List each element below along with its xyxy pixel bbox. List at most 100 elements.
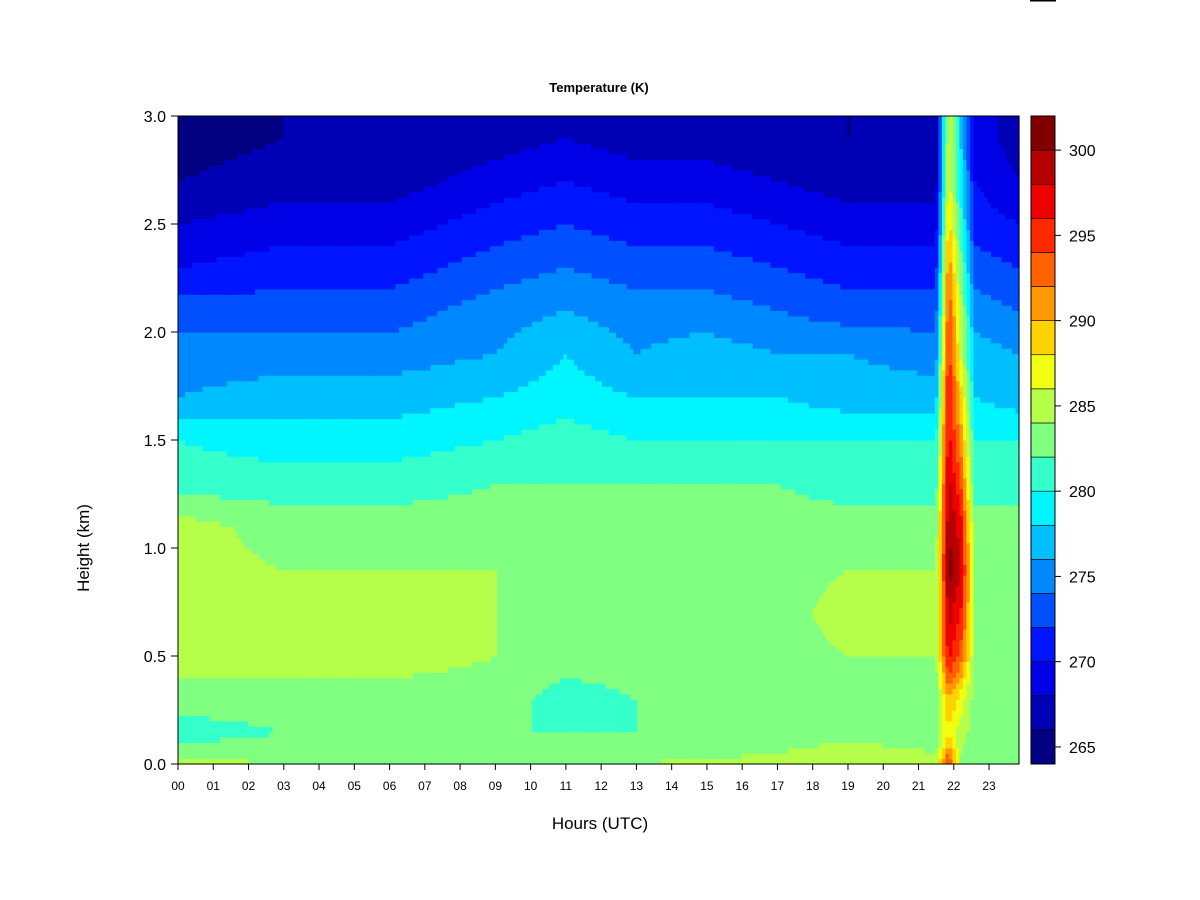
heatmap-cell: [192, 235, 196, 241]
heatmap-cell: [245, 478, 249, 484]
heatmap-cell: [196, 321, 200, 327]
heatmap-cell: [273, 202, 277, 208]
heatmap-cell: [213, 418, 217, 424]
heatmap-cell: [315, 332, 319, 338]
heatmap-cell: [178, 656, 182, 662]
heatmap-cell: [248, 386, 252, 392]
heatmap-cell: [318, 732, 322, 738]
heatmap-cell: [276, 651, 280, 657]
heatmap-cell: [315, 192, 319, 198]
heatmap-cell: [322, 688, 326, 694]
heatmap-cell: [178, 591, 182, 597]
heatmap-cell: [322, 672, 326, 678]
heatmap-cell: [182, 543, 186, 549]
heatmap-cell: [294, 737, 298, 743]
heatmap-cell: [276, 699, 280, 705]
heatmap-cell: [322, 467, 326, 473]
heatmap-cell: [203, 116, 207, 122]
heatmap-cell: [255, 688, 259, 694]
heatmap-cell: [318, 321, 322, 327]
heatmap-cell: [322, 494, 326, 500]
heatmap-cell: [315, 251, 319, 257]
heatmap-cell: [245, 408, 249, 414]
heatmap-cell: [308, 532, 312, 538]
heatmap-cell: [259, 386, 263, 392]
heatmap-cell: [315, 688, 319, 694]
heatmap-cell: [308, 116, 312, 122]
heatmap-cell: [203, 181, 207, 187]
heatmap-cell: [206, 597, 210, 603]
heatmap-cell: [199, 440, 203, 446]
heatmap-cell: [185, 748, 189, 754]
heatmap-cell: [213, 656, 217, 662]
heatmap-cell: [297, 418, 301, 424]
heatmap-cell: [255, 607, 259, 613]
heatmap-cell: [238, 170, 242, 176]
heatmap-cell: [290, 721, 294, 727]
heatmap-cell: [192, 197, 196, 203]
heatmap-cell: [283, 154, 287, 160]
heatmap-cell: [322, 580, 326, 586]
heatmap-cell: [248, 532, 252, 538]
heatmap-cell: [280, 489, 284, 495]
heatmap-cell: [269, 429, 273, 435]
heatmap-cell: [301, 462, 305, 468]
heatmap-cell: [269, 316, 273, 322]
heatmap-cell: [213, 235, 217, 241]
heatmap-cell: [273, 613, 277, 619]
heatmap-cell: [182, 424, 186, 430]
heatmap-cell: [311, 170, 315, 176]
heatmap-cell: [283, 208, 287, 214]
heatmap-cell: [259, 116, 263, 122]
heatmap-cell: [220, 132, 224, 138]
heatmap-cell: [206, 364, 210, 370]
heatmap-cell: [252, 640, 256, 646]
heatmap-cell: [255, 348, 259, 354]
heatmap-cell: [245, 300, 249, 306]
heatmap-cell: [259, 148, 263, 154]
heatmap-cell: [297, 208, 301, 214]
heatmap-cell: [287, 516, 291, 522]
heatmap-cell: [266, 586, 270, 592]
heatmap-cell: [315, 208, 319, 214]
heatmap-cell: [315, 683, 319, 689]
heatmap-cell: [238, 472, 242, 478]
heatmap-cell: [269, 651, 273, 657]
heatmap-cell: [297, 251, 301, 257]
heatmap-cell: [203, 548, 207, 554]
heatmap-cell: [318, 607, 322, 613]
heatmap-cell: [322, 618, 326, 624]
heatmap-cell: [206, 521, 210, 527]
heatmap-cell: [301, 175, 305, 181]
heatmap-cell: [287, 705, 291, 711]
heatmap-cell: [287, 143, 291, 149]
heatmap-cell: [273, 132, 277, 138]
heatmap-cell: [308, 278, 312, 284]
heatmap-cell: [273, 678, 277, 684]
heatmap-cell: [255, 440, 259, 446]
heatmap-cell: [297, 710, 301, 716]
heatmap-cell: [185, 629, 189, 635]
heatmap-cell: [294, 543, 298, 549]
heatmap-cell: [227, 327, 231, 333]
heatmap-cell: [280, 440, 284, 446]
heatmap-cell: [269, 343, 273, 349]
heatmap-cell: [220, 656, 224, 662]
heatmap-cell: [280, 240, 284, 246]
heatmap-cell: [252, 451, 256, 457]
heatmap-cell: [234, 154, 238, 160]
heatmap-cell: [276, 305, 280, 311]
heatmap-cell: [255, 294, 259, 300]
heatmap-cell: [252, 521, 256, 527]
heatmap-cell: [178, 715, 182, 721]
heatmap-cell: [227, 721, 231, 727]
heatmap-cell: [266, 224, 270, 230]
heatmap-cell: [238, 273, 242, 279]
heatmap-cell: [252, 559, 256, 565]
heatmap-cell: [255, 143, 259, 149]
heatmap-cell: [238, 737, 242, 743]
heatmap-cell: [217, 305, 221, 311]
heatmap-cell: [234, 742, 238, 748]
heatmap-cell: [241, 737, 245, 743]
heatmap-cell: [199, 359, 203, 365]
